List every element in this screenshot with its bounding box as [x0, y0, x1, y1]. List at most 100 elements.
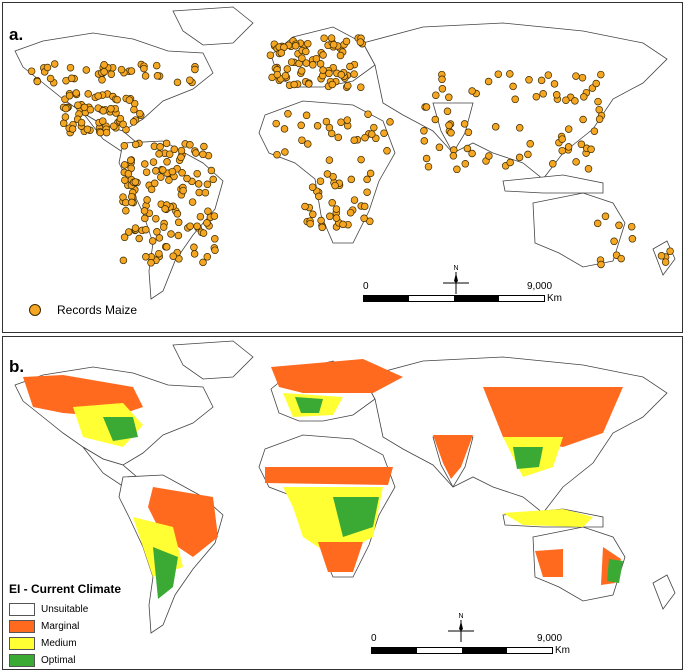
record-point [199, 229, 208, 237]
landmass-north-america [14, 32, 214, 132]
record-point [332, 205, 341, 213]
record-point [165, 176, 173, 184]
record-point [152, 214, 160, 223]
record-point [380, 129, 388, 137]
record-point [141, 72, 150, 80]
scale-end: 9,000 [527, 281, 553, 292]
record-point [356, 38, 365, 46]
record-point [177, 146, 186, 155]
record-point [337, 71, 346, 79]
record-point [159, 166, 167, 174]
record-point [203, 219, 211, 227]
record-point [174, 218, 183, 227]
record-point [273, 150, 281, 159]
record-point [129, 118, 138, 126]
record-point [68, 125, 77, 133]
suitability-zone-medium [503, 509, 593, 527]
record-point [579, 115, 587, 124]
landmass-new-zealand [652, 574, 676, 610]
record-point [491, 123, 500, 131]
record-point [550, 80, 559, 88]
record-point [136, 109, 144, 118]
record-point [33, 77, 42, 86]
record-point [580, 93, 588, 101]
suitability-zone-optimal [153, 547, 178, 599]
swatch-unsuitable [9, 603, 35, 616]
record-point [161, 205, 169, 213]
record-point [94, 92, 102, 100]
scale-bar-a: 0 9,000 Km [363, 281, 562, 304]
record-point [277, 49, 286, 57]
record-point [298, 136, 306, 144]
record-point [186, 76, 194, 84]
record-point [84, 90, 92, 98]
record-point [509, 82, 517, 91]
record-point [464, 128, 473, 137]
legend-ei: EI - Current Climate Unsuitable Marginal… [9, 582, 121, 669]
suitability-zone-marginal [271, 359, 403, 393]
record-point [305, 80, 313, 88]
record-point [558, 135, 566, 143]
record-point [420, 137, 429, 145]
record-point [628, 235, 637, 243]
record-point [178, 169, 186, 177]
world-map-records [14, 6, 676, 300]
record-point [558, 146, 566, 155]
record-point [130, 105, 138, 114]
record-point [72, 89, 80, 97]
record-point [308, 183, 317, 191]
record-point [190, 250, 199, 258]
scale-unit: Km [547, 293, 562, 304]
record-point [549, 160, 557, 168]
record-point [46, 74, 55, 83]
record-point [186, 141, 194, 149]
record-point [290, 80, 298, 89]
record-point [312, 54, 321, 63]
compass-rose-icon [448, 620, 474, 642]
record-point [313, 122, 322, 130]
record-point [617, 254, 625, 263]
legend-item-medium: Medium [9, 636, 121, 651]
record-point [590, 127, 599, 135]
record-point [326, 212, 334, 221]
record-point [364, 110, 372, 118]
scale-bar-segments [363, 295, 545, 302]
record-point [65, 91, 74, 100]
record-point [539, 90, 547, 98]
legend-item-unsuitable: Unsuitable [9, 602, 121, 617]
suitability-zone-marginal [535, 549, 563, 577]
record-point [342, 37, 351, 46]
record-point [304, 39, 312, 48]
landmass-greenland [172, 6, 254, 46]
record-point [524, 150, 532, 159]
record-point [587, 145, 595, 154]
scale-start: 0 [363, 281, 369, 292]
record-point [422, 154, 431, 163]
record-point [572, 72, 580, 80]
record-point [331, 181, 339, 190]
record-point [532, 92, 541, 101]
suitability-zone-marginal [483, 387, 623, 447]
record-point [203, 253, 212, 261]
record-point [594, 97, 602, 106]
suitability-zone-optimal [333, 497, 379, 537]
record-point [463, 144, 472, 153]
record-point [336, 51, 345, 60]
panel-letter-b: b. [9, 357, 25, 376]
landmass-greenland [172, 340, 254, 380]
record-point [346, 208, 355, 217]
record-point [107, 70, 116, 78]
scale-start: 0 [371, 633, 377, 644]
record-point [173, 210, 182, 218]
record-point [142, 253, 150, 261]
record-point [445, 93, 453, 102]
record-point [119, 256, 128, 265]
record-point [318, 223, 326, 232]
record-point [155, 249, 163, 258]
record-point [43, 63, 52, 72]
record-point [142, 225, 150, 234]
legend-label: Marginal [41, 621, 80, 632]
record-point [339, 220, 347, 229]
record-point [107, 105, 115, 113]
record-point [207, 166, 216, 175]
